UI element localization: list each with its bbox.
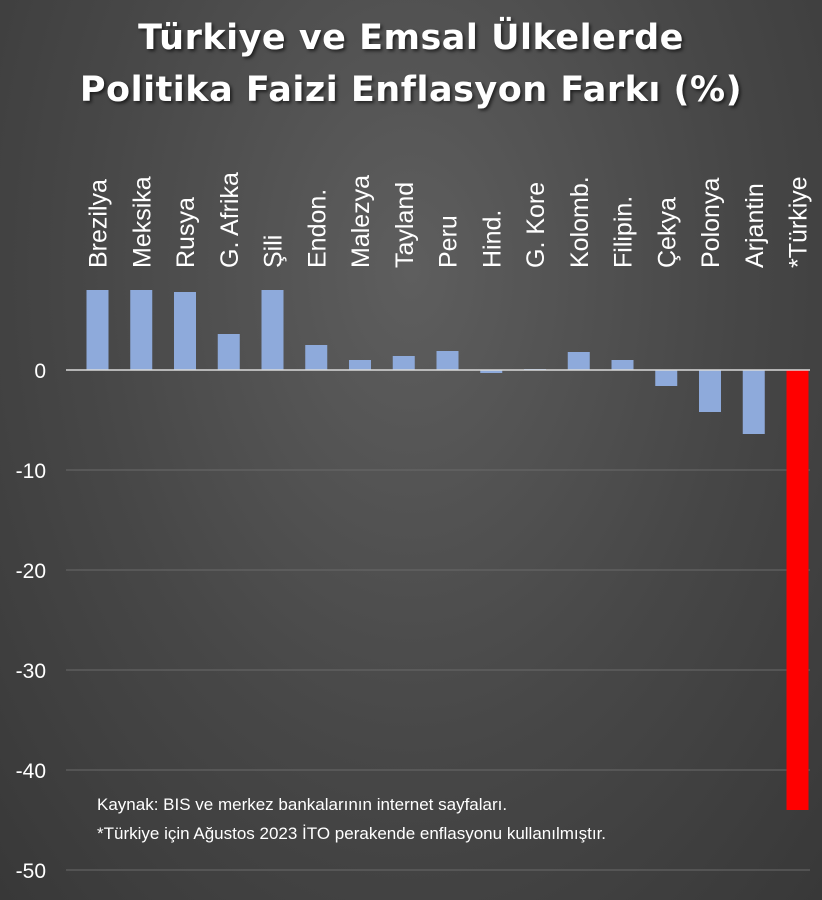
x-tick-label: Malezya [347,175,375,268]
x-tick-label: G. Kore [522,182,550,268]
x-tick-label: Meksika [128,176,156,268]
bar-Rusya [174,292,196,370]
bar-Brezilya [86,290,109,370]
x-tick-label: Peru [435,215,463,268]
x-tick-label: Çekya [653,197,681,268]
x-tick-label: G. Afrika [216,172,244,268]
bar-Şili [261,290,284,370]
chart-title-line-2: Politika Faizi Enflasyon Farkı (%) [79,70,743,110]
y-tick-label: -10 [16,460,46,483]
bar-Endon. [305,345,328,370]
y-tick-label: -50 [16,860,46,883]
bar-Çekya [655,370,678,386]
x-tick-label: Endon. [303,189,331,268]
x-tick-label: Polonya [697,178,725,268]
x-tick-label: Brezilya [85,179,113,268]
bar-G. Afrika [217,334,240,370]
y-tick-label: -40 [16,760,46,783]
x-tick-label: *Türkiye [785,176,813,268]
bar-Meksika [130,290,153,370]
y-tick-label: -20 [16,560,46,583]
x-tick-label: Şili [260,235,288,268]
chart-title-line-1: Türkiye ve Emsal Ülkelerde [138,18,684,58]
x-tick-label: Filipin. [610,196,638,268]
bar-Tayland [392,356,415,370]
bar-Filipin. [611,360,634,370]
bar-Arjantin [742,370,765,434]
source-note: Kaynak: BIS ve merkez bankalarının inter… [97,795,508,814]
bar-Kolomb. [567,352,590,370]
bar-Malezya [349,360,371,370]
x-tick-label: Rusya [172,197,200,268]
footnote: *Türkiye için Ağustos 2023 İTO perakende… [97,824,607,843]
bar-Polonya [699,370,721,412]
bar-Hind. [480,370,503,373]
x-tick-label: Arjantin [741,183,769,268]
y-tick-label: -30 [16,660,46,683]
bar-*Türkiye [786,370,809,810]
bar-Peru [436,351,459,370]
x-tick-label: Tayland [391,182,419,268]
x-tick-label: Hind. [478,210,506,268]
y-tick-label: 0 [34,360,46,383]
x-tick-label: Kolomb. [566,176,594,268]
